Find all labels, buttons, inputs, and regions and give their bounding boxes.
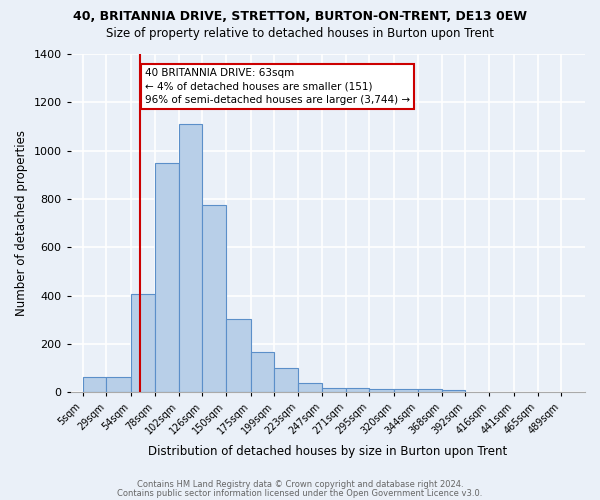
Bar xyxy=(394,390,418,392)
X-axis label: Distribution of detached houses by size in Burton upon Trent: Distribution of detached houses by size … xyxy=(148,444,508,458)
Text: Contains public sector information licensed under the Open Government Licence v3: Contains public sector information licen… xyxy=(118,488,482,498)
Bar xyxy=(106,376,131,392)
Bar xyxy=(155,162,179,392)
Bar xyxy=(179,124,202,392)
Bar xyxy=(442,390,466,392)
Text: 40 BRITANNIA DRIVE: 63sqm
← 4% of detached houses are smaller (151)
96% of semi-: 40 BRITANNIA DRIVE: 63sqm ← 4% of detach… xyxy=(145,68,410,105)
Y-axis label: Number of detached properties: Number of detached properties xyxy=(15,130,28,316)
Text: 40, BRITANNIA DRIVE, STRETTON, BURTON-ON-TRENT, DE13 0EW: 40, BRITANNIA DRIVE, STRETTON, BURTON-ON… xyxy=(73,10,527,23)
Bar xyxy=(251,352,274,392)
Bar xyxy=(346,388,370,392)
Bar xyxy=(298,384,322,392)
Bar xyxy=(83,376,106,392)
Bar xyxy=(131,294,155,392)
Bar xyxy=(202,205,226,392)
Bar xyxy=(226,318,251,392)
Text: Contains HM Land Registry data © Crown copyright and database right 2024.: Contains HM Land Registry data © Crown c… xyxy=(137,480,463,489)
Bar xyxy=(370,388,394,392)
Bar xyxy=(418,388,442,392)
Bar xyxy=(274,368,298,392)
Text: Size of property relative to detached houses in Burton upon Trent: Size of property relative to detached ho… xyxy=(106,28,494,40)
Bar xyxy=(322,388,346,392)
